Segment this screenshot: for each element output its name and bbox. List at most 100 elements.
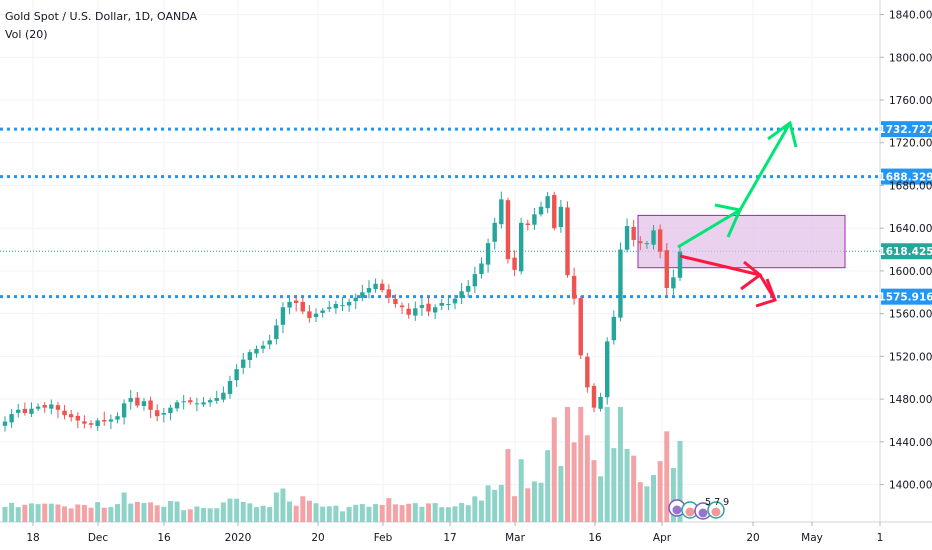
volume-bar <box>505 449 511 522</box>
volume-bar <box>267 507 273 522</box>
volume-bar <box>637 482 643 522</box>
volume-bar <box>379 505 385 522</box>
volume-bar <box>538 482 544 522</box>
candle-body <box>585 356 590 388</box>
volume-bar <box>187 509 193 522</box>
candle-body <box>360 292 365 298</box>
candle-body <box>624 226 630 250</box>
candle-body <box>578 298 583 356</box>
y-tick-label: 1600.000 <box>889 266 932 278</box>
candle-body <box>9 414 14 423</box>
candle-body <box>68 414 74 418</box>
drawing-arrows[interactable] <box>677 120 798 308</box>
x-tick-label: Apr <box>653 532 672 544</box>
candle-body <box>439 302 444 306</box>
candle-body <box>565 207 570 276</box>
candle-body <box>161 412 167 415</box>
volume-bar <box>121 492 127 522</box>
x-tick-label: Dec <box>88 532 109 544</box>
candle-body <box>346 301 352 306</box>
candle-body <box>49 404 54 409</box>
symbol-title[interactable]: Gold Spot / U.S. Dollar, 1D, OANDA <box>5 10 198 23</box>
candle-body <box>313 313 319 318</box>
volume-bar <box>551 417 557 522</box>
candle-body <box>485 243 491 265</box>
time-axis[interactable]: 18 Dec 16 2020 20 Feb 17 Mar 16 Apr 20 May 1 <box>26 522 883 544</box>
y-tick-label: 1800.000 <box>889 52 932 64</box>
candle-body <box>287 301 292 308</box>
price-axis[interactable]: 1840.000 1800.000 1760.000 1720.000 1680.000… <box>880 10 932 492</box>
volume-indicator-label[interactable]: Vol (20) <box>5 28 48 41</box>
candle-body <box>115 416 120 420</box>
candle-body <box>399 305 405 308</box>
volume-bar <box>412 503 418 522</box>
volume-bar <box>280 488 286 522</box>
volume-bar <box>545 450 551 522</box>
candle-body <box>472 274 478 287</box>
x-tick-label: Mar <box>505 532 525 544</box>
volume-bar <box>108 507 114 522</box>
volume-bar <box>353 504 359 522</box>
candle-body <box>591 385 597 408</box>
candle-body <box>168 407 173 414</box>
candle-body <box>552 194 557 229</box>
volume-bar <box>320 506 326 522</box>
volume-bar <box>584 435 590 522</box>
volume-bar <box>518 459 524 522</box>
x-tick-label: 16 <box>157 532 171 544</box>
candle-body <box>274 325 279 340</box>
volume-bar <box>62 506 68 522</box>
volume-bar <box>485 485 491 522</box>
candle-body <box>16 409 21 413</box>
candle-body <box>618 249 623 318</box>
candle-body <box>532 214 537 225</box>
volume-bar <box>392 504 398 522</box>
volume-bar <box>664 431 670 522</box>
candle-body <box>638 241 643 244</box>
volume-bar <box>670 468 676 522</box>
volume-bar <box>293 505 299 522</box>
candle-body <box>207 400 213 403</box>
volume-bar <box>214 508 220 522</box>
candle-body <box>42 405 47 408</box>
x-tick-label: 2020 <box>225 532 252 544</box>
candle-body <box>446 304 451 306</box>
candle-body <box>611 316 617 341</box>
x-tick-label: 1 <box>877 532 884 544</box>
candle-body <box>55 405 61 410</box>
volume-bar <box>565 407 570 522</box>
x-tick-label: 18 <box>26 532 39 544</box>
volume-bar <box>591 460 597 522</box>
candle-body <box>353 297 358 302</box>
volume-bar <box>359 504 365 522</box>
candle-body <box>320 310 325 313</box>
level-price-label: 1732.727 <box>878 124 932 136</box>
candle-body <box>605 341 610 398</box>
candle-body <box>512 257 517 270</box>
volume-bar <box>406 503 412 522</box>
volume-bar <box>148 502 154 522</box>
volume-bar <box>631 455 637 522</box>
candle-body <box>88 423 94 425</box>
volume-bar <box>452 506 458 522</box>
candle-body <box>22 408 28 413</box>
candle-body <box>538 206 544 215</box>
volume-bar <box>300 496 306 522</box>
volume-bar <box>525 488 531 522</box>
volume-bar <box>333 505 339 522</box>
volume-bar <box>386 498 392 522</box>
candle-body <box>492 222 497 242</box>
candle-body <box>174 402 180 409</box>
consolidation-zone[interactable] <box>637 214 846 269</box>
candle-body <box>121 403 127 418</box>
candle-body <box>366 288 372 293</box>
volume-bar <box>95 502 101 522</box>
candle-body <box>2 421 8 426</box>
candle-body <box>214 398 219 401</box>
volume-bar <box>657 461 663 522</box>
y-tick-label: 1840.000 <box>889 10 932 22</box>
y-tick-label: 1640.000 <box>889 223 932 235</box>
volume-bar <box>48 503 54 522</box>
bullish-arrow-head <box>714 203 743 238</box>
